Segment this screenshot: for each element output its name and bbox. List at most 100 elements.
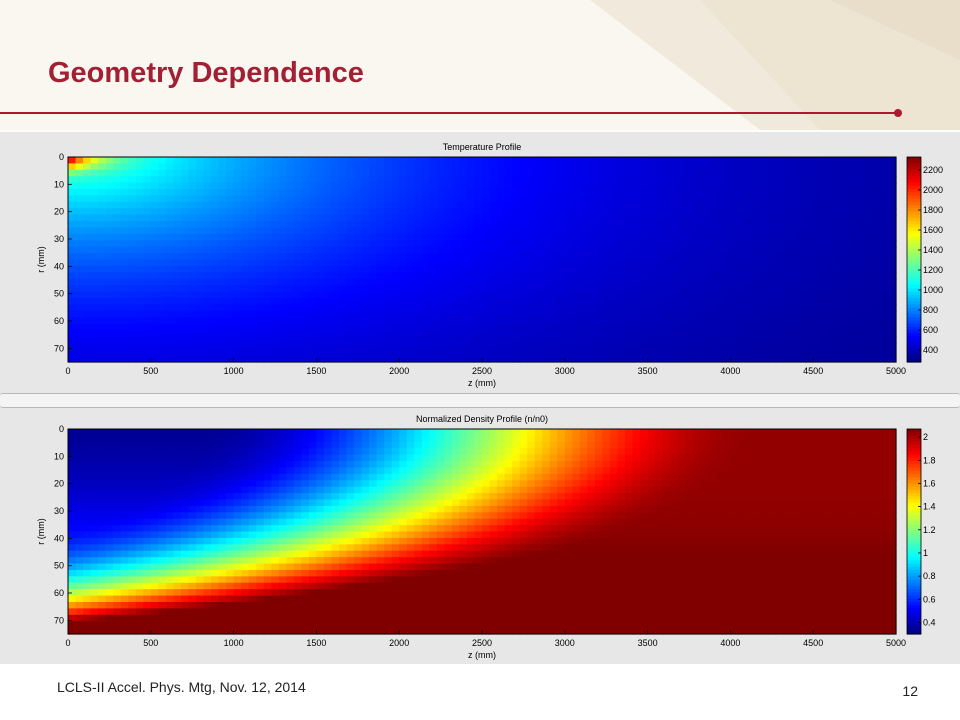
heatmap-cell [865, 323, 875, 331]
heatmap-cell [399, 176, 408, 184]
heatmap-cell [233, 493, 242, 501]
heatmap-cell [625, 304, 634, 312]
heatmap-cell [323, 563, 333, 571]
heatmap-cell [369, 278, 378, 286]
heatmap-cell [241, 253, 250, 261]
heatmap-cell [331, 285, 340, 293]
heatmap-cell [391, 182, 400, 190]
heatmap-cell [211, 448, 220, 456]
heatmap-cell [135, 595, 144, 603]
heatmap-cell [459, 201, 468, 209]
heatmap-cell [83, 291, 92, 299]
heatmap-cell [527, 304, 536, 312]
heatmap-cell [354, 601, 363, 609]
heatmap-cell [497, 201, 506, 209]
heatmap-cell [451, 342, 461, 350]
heatmap-cell [376, 544, 385, 552]
heatmap-cell [150, 253, 159, 261]
heatmap-cell [218, 342, 227, 350]
heatmap-cell [128, 563, 137, 571]
heatmap-cell [436, 317, 445, 325]
heatmap-cell [775, 304, 784, 312]
heatmap-cell [301, 233, 310, 241]
heatmap-cell [527, 278, 536, 286]
heatmap-cell [113, 569, 122, 577]
heatmap-cell [354, 429, 363, 437]
heatmap-cell [482, 227, 491, 235]
heatmap-cell [715, 253, 724, 261]
heatmap-cell [888, 227, 897, 235]
heatmap-cell [790, 317, 799, 325]
heatmap-cell [813, 336, 822, 344]
x-tick-label: 4000 [720, 366, 740, 376]
heatmap-cell [173, 627, 182, 635]
heatmap-cell [376, 304, 385, 312]
heatmap-cell [820, 317, 829, 325]
y-tick-label: 20 [54, 207, 64, 217]
heatmap-cell [203, 621, 212, 629]
heatmap-cell [783, 163, 792, 171]
heatmap-cell [293, 214, 302, 222]
heatmap-cell [188, 285, 197, 293]
heatmap-cell [429, 329, 438, 337]
heatmap-cell [361, 531, 370, 539]
heatmap-cell [218, 240, 227, 248]
heatmap-cell [602, 253, 611, 261]
heatmap-cell [143, 595, 152, 603]
heatmap-cell [843, 272, 852, 280]
heatmap-cell [534, 246, 543, 254]
heatmap-cell [707, 278, 716, 286]
heatmap-cell [233, 505, 242, 513]
heatmap-cell [278, 291, 287, 299]
heatmap-cell [783, 233, 792, 241]
heatmap-cell [376, 429, 385, 437]
heatmap-cell [745, 265, 754, 273]
heatmap-cell [120, 317, 129, 325]
heatmap-cell [813, 265, 822, 273]
heatmap-cell [105, 176, 114, 184]
heatmap-cell [338, 550, 348, 558]
heatmap-cell [195, 246, 205, 254]
heatmap-cell [737, 265, 747, 273]
heatmap-cell [150, 531, 159, 539]
heatmap-cell [263, 323, 272, 331]
heatmap-cell [775, 291, 784, 299]
heatmap-cell [68, 499, 77, 507]
heatmap-cell [632, 278, 641, 286]
heatmap-cell [278, 563, 287, 571]
heatmap-cell [587, 163, 596, 171]
heatmap-cell [632, 163, 641, 171]
heatmap-cell [218, 349, 227, 357]
heatmap-cell [180, 195, 190, 203]
heatmap-cell [677, 304, 686, 312]
heatmap-cell [271, 182, 280, 190]
heatmap-cell [241, 512, 250, 520]
heatmap-cell [820, 297, 829, 305]
heatmap-cell [813, 157, 822, 165]
heatmap-cell [301, 317, 310, 325]
heatmap-cell [135, 512, 144, 520]
heatmap-cell [843, 297, 852, 305]
heatmap-cell [68, 589, 77, 597]
heatmap-cell [670, 349, 679, 357]
heatmap-cell [248, 512, 257, 520]
heatmap-cell [858, 227, 867, 235]
heatmap-cell [143, 569, 152, 577]
heatmap-cell [203, 608, 212, 616]
heatmap-cell [271, 233, 280, 241]
heatmap-cell [768, 176, 777, 184]
heatmap-cell [609, 182, 619, 190]
heatmap-cell [602, 182, 611, 190]
heatmap-cell [248, 163, 257, 171]
heatmap-cell [241, 163, 250, 171]
heatmap-cell [474, 214, 483, 222]
heatmap-cell [226, 265, 235, 273]
heatmap-cell [564, 233, 573, 241]
heatmap-cell [188, 601, 197, 609]
heatmap-cell [256, 576, 265, 584]
heatmap-cell [850, 272, 859, 280]
heatmap-cell [83, 563, 92, 571]
colorbar-segment [907, 243, 921, 248]
heatmap-cell [173, 557, 182, 565]
heatmap-cell [248, 317, 257, 325]
